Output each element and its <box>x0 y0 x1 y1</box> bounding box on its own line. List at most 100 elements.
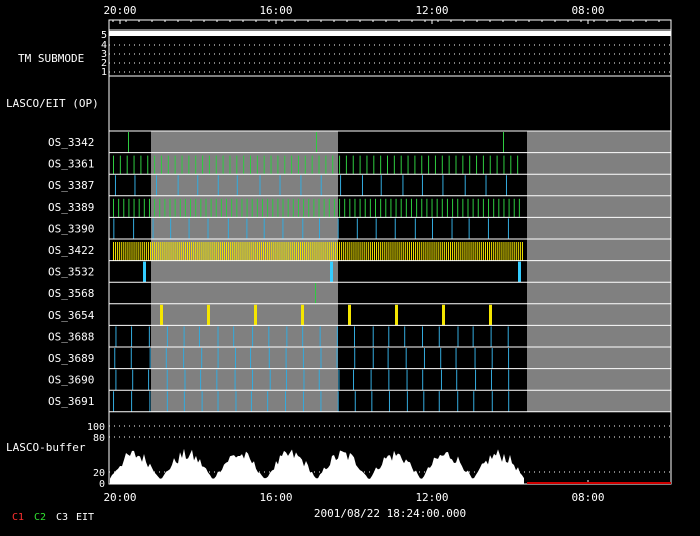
event-mark <box>220 198 222 218</box>
event-mark <box>336 348 338 369</box>
event-mark <box>125 242 127 261</box>
event-mark <box>231 198 233 218</box>
event-mark <box>149 242 151 261</box>
event-mark <box>467 198 469 218</box>
event-mark <box>315 283 316 304</box>
event-mark <box>434 155 436 175</box>
event-mark <box>406 369 408 391</box>
event-mark <box>297 242 299 261</box>
event-mark <box>491 391 493 412</box>
event-mark <box>302 391 304 412</box>
event-mark <box>250 391 252 412</box>
event-mark <box>145 242 147 261</box>
event-mark <box>135 242 137 261</box>
event-mark <box>260 242 262 261</box>
event-mark <box>330 261 333 283</box>
event-mark <box>515 242 517 261</box>
event-mark <box>353 369 355 391</box>
row-os_3654: OS_3654 <box>48 303 671 326</box>
event-mark <box>201 391 203 412</box>
buffer-tick-0: 0 <box>99 479 105 490</box>
row-os_3689: OS_3689 <box>48 346 671 369</box>
row-os_3691: OS_3691 <box>48 389 671 412</box>
event-mark <box>402 242 404 261</box>
event-mark <box>127 242 129 261</box>
shaded-region <box>151 131 338 153</box>
event-mark <box>343 242 345 261</box>
event-mark <box>493 198 495 218</box>
legend-eit: EIT <box>76 512 94 523</box>
event-mark <box>334 242 336 261</box>
event-mark <box>386 242 388 261</box>
event-mark <box>143 242 145 261</box>
event-mark <box>297 155 299 175</box>
event-mark <box>428 155 430 175</box>
event-mark <box>400 198 402 218</box>
event-mark <box>191 242 193 261</box>
event-mark <box>457 326 459 347</box>
event-mark <box>410 198 412 218</box>
event-mark <box>234 369 236 391</box>
event-mark <box>456 242 458 261</box>
event-mark <box>452 242 454 261</box>
event-mark <box>310 242 312 261</box>
event-mark <box>387 155 388 175</box>
row-os_3422: OS_3422 <box>48 238 671 261</box>
event-mark <box>113 242 114 261</box>
event-mark <box>496 155 498 175</box>
shaded-region <box>151 347 338 369</box>
event-mark <box>297 198 299 218</box>
event-mark <box>170 218 172 239</box>
event-mark <box>287 242 289 261</box>
event-mark <box>458 242 460 261</box>
event-mark <box>332 242 334 261</box>
event-mark <box>202 155 204 175</box>
event-mark <box>508 198 510 218</box>
event-mark <box>284 155 286 175</box>
event-mark <box>246 198 248 218</box>
event-mark <box>183 326 185 347</box>
event-mark <box>468 218 470 239</box>
event-mark <box>351 242 353 261</box>
shaded-region <box>151 260 338 283</box>
event-mark <box>330 242 332 261</box>
event-mark <box>326 242 328 261</box>
event-mark <box>388 391 390 412</box>
event-mark <box>259 175 261 196</box>
event-mark <box>306 242 308 261</box>
buffer-fill-area <box>110 448 524 484</box>
event-mark <box>160 304 163 326</box>
event-mark <box>201 242 203 261</box>
top-tick-label-1: 16:00 <box>259 4 292 17</box>
event-mark <box>254 304 257 326</box>
event-mark <box>168 242 170 261</box>
shaded-region <box>151 303 338 326</box>
event-mark <box>318 242 320 261</box>
event-mark <box>134 175 136 196</box>
event-mark <box>323 198 325 218</box>
event-mark <box>180 242 182 261</box>
event-mark <box>373 242 375 261</box>
event-mark <box>518 261 521 283</box>
row-os_3361: OS_3361 <box>48 152 671 175</box>
event-mark <box>472 242 474 261</box>
event-mark <box>221 242 223 261</box>
event-mark <box>440 369 442 391</box>
event-mark <box>513 198 515 218</box>
event-mark <box>344 198 346 218</box>
event-mark <box>256 198 258 218</box>
event-mark <box>491 348 493 369</box>
event-mark <box>410 242 412 261</box>
event-mark <box>179 198 181 218</box>
event-mark <box>333 198 335 218</box>
row-label: OS_3532 <box>48 266 94 279</box>
event-mark <box>356 218 358 239</box>
shaded-region <box>527 174 671 196</box>
event-mark <box>209 242 211 261</box>
event-mark <box>219 242 221 261</box>
event-mark <box>292 198 294 218</box>
event-mark <box>371 242 373 261</box>
event-mark <box>113 218 115 239</box>
event-mark <box>240 242 242 261</box>
event-mark <box>159 198 161 218</box>
